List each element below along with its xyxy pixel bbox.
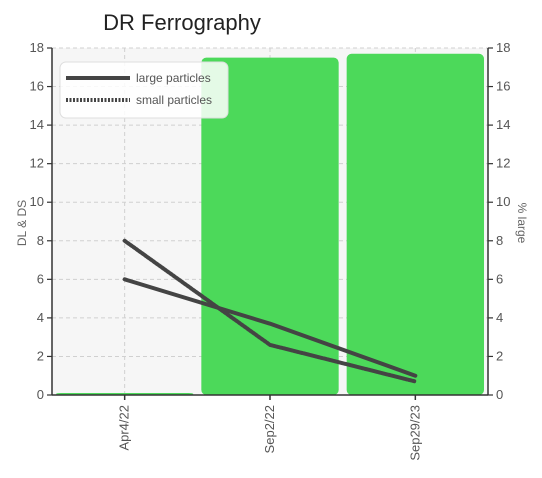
y-tick-label: 10 — [30, 194, 44, 209]
bar-Sep2/22 — [201, 57, 339, 396]
y2-tick-label: 12 — [496, 156, 510, 171]
bar-series — [56, 53, 484, 396]
y-tick-label: 4 — [37, 310, 44, 325]
line-series — [122, 238, 418, 384]
y-tick-label: 8 — [37, 233, 44, 248]
y-axis-left-ticks: 0 2 4 6 8 10 12 14 16 18 — [30, 40, 52, 402]
y-tick-label: 12 — [30, 156, 44, 171]
y-axis-right-label: % large — [515, 203, 529, 244]
legend-label-1: small particles — [136, 93, 212, 107]
y2-tick-label: 4 — [496, 310, 503, 325]
y2-tick-label: 2 — [496, 348, 503, 363]
y-axis-left-label: DL & DS — [15, 200, 29, 246]
series-line-0 — [122, 277, 418, 378]
y-tick-label: 14 — [30, 117, 44, 132]
y-tick-label: 16 — [30, 79, 44, 94]
y-tick-label: 0 — [37, 387, 44, 402]
x-tick-label: Sep29/23 — [407, 405, 422, 461]
legend-label-0: large particles — [136, 71, 211, 85]
y2-tick-label: 14 — [496, 117, 510, 132]
y2-tick-label: 6 — [496, 271, 503, 286]
y-tick-label: 2 — [37, 348, 44, 363]
axes — [51, 48, 489, 400]
y2-tick-label: 18 — [496, 40, 510, 55]
y2-tick-label: 16 — [496, 79, 510, 94]
x-tick-label: Apr4/22 — [117, 405, 132, 451]
y2-tick-label: 0 — [496, 387, 503, 402]
x-tick-label: Sep2/22 — [262, 405, 277, 453]
y2-tick-label: 10 — [496, 194, 510, 209]
series-line-1 — [122, 238, 418, 384]
y-axis-right-ticks: 0 2 4 6 8 10 12 14 16 18 — [488, 40, 510, 402]
y-tick-label: 6 — [37, 271, 44, 286]
x-axis-ticks: Apr4/22 Sep2/22 Sep29/23 — [117, 405, 423, 461]
y2-tick-label: 8 — [496, 233, 503, 248]
y-tick-label: 18 — [30, 40, 44, 55]
chart-title: DR Ferrography — [103, 10, 261, 35]
legend: large particles small particles — [59, 61, 229, 119]
bar-Sep29/23 — [346, 53, 484, 396]
